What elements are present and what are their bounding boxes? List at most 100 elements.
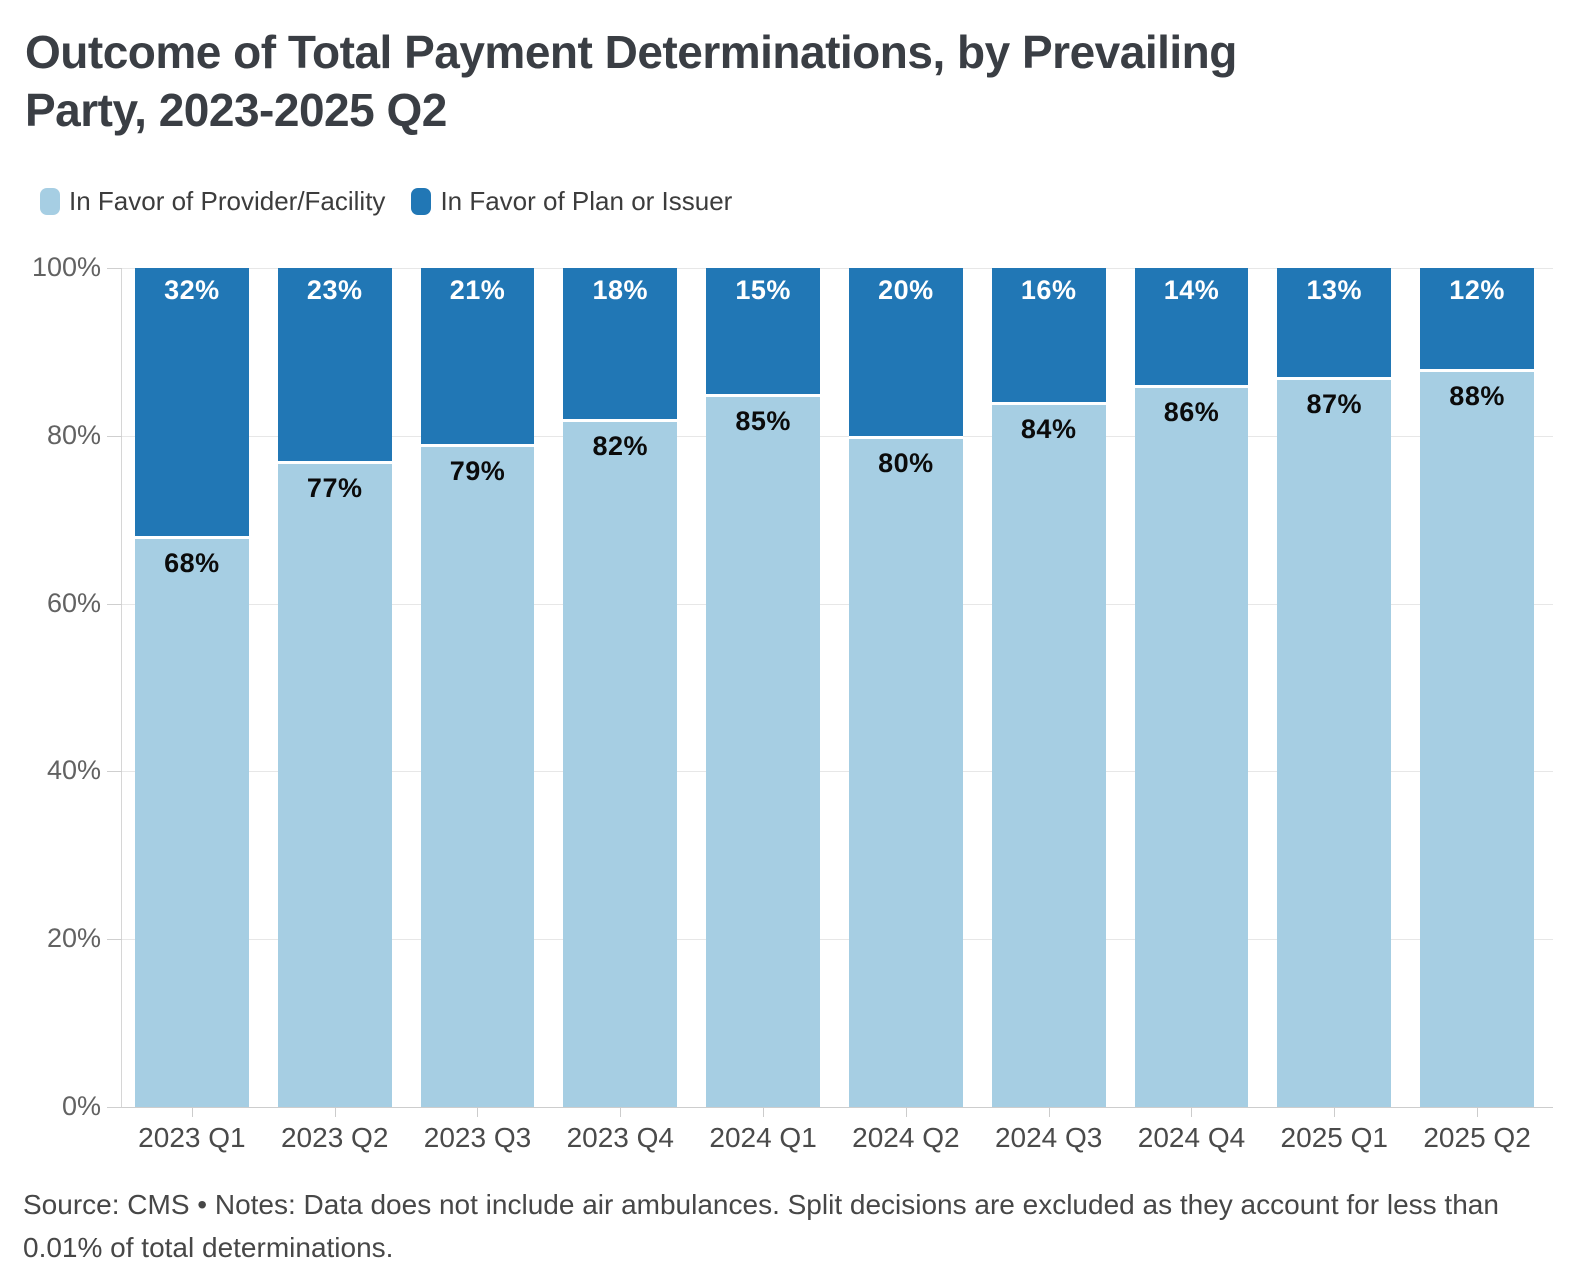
x-axis-label-2023-q3: 2023 Q3 [423,1122,532,1153]
x-axis-label-2023-q4: 2023 Q4 [566,1122,674,1153]
bar-2024-q4: 14% 86% 2024 Q4 [1134,268,1249,1153]
bar-value-label-plan: 32% [164,275,220,305]
bar-segment-plan: 20% [848,268,963,436]
x-axis-tick [477,1107,479,1117]
bar-value-label-provider: 87% [1306,389,1363,420]
bar-2025-q1: 13% 87% 2025 Q1 [1277,268,1392,1153]
bar-segment-plan: 13% [1277,268,1392,378]
x-axis-label-2025-q1: 2025 Q1 [1280,1122,1388,1153]
x-axis-label-2025-q2: 2025 Q2 [1423,1122,1531,1153]
bar-segment-provider: 84% [991,402,1106,1107]
bar-value-label-plan: 21% [449,275,506,305]
bar-2023-q4: 18% 82% 2023 Q4 [563,268,678,1153]
y-axis-tick [107,771,122,773]
bar-value-label-provider: 84% [1020,414,1077,445]
gridline-80 [122,435,1553,437]
legend-item-in-favor-of-plan-or-issuer: In Favor of Plan or Issuer [411,186,732,217]
legend-label: In Favor of Plan or Issuer [440,186,733,216]
x-axis-tick [1334,1107,1336,1117]
chart-title: Outcome of Total Payment Determinations,… [25,26,1237,136]
bar-2024-q3: 16% 84% 2024 Q3 [991,268,1106,1153]
bar-segment-plan: 21% [420,268,535,445]
bar-2025-q2: 12% 88% 2025 Q2 [1420,268,1534,1153]
bar-segment-plan: 32% [135,268,249,537]
y-axis-tick [107,435,122,437]
bar-value-label-plan: 12% [1449,275,1505,305]
legend-label: In Favor of Provider/Facility [69,186,386,216]
x-axis-tick [191,1107,193,1117]
x-axis-tick [763,1107,765,1117]
bar-segment-plan: 18% [563,268,678,420]
gridline-0 [122,1107,1553,1108]
x-axis-label-2024-q4: 2024 Q4 [1137,1122,1246,1153]
bar-value-label-provider: 80% [878,447,934,478]
y-axis-tick [107,268,122,269]
bar-segment-plan: 15% [706,268,820,394]
gridline-100 [122,268,1553,269]
bar-value-label-provider: 88% [1449,380,1505,411]
y-tick-label: 40% [46,755,101,786]
legend-swatch-in-favor-of-plan-or-issuer [411,188,432,215]
y-tick-label: 100% [31,251,101,282]
bar-segment-provider: 86% [1134,385,1249,1107]
bar-value-label-plan: 23% [306,275,363,305]
bar-value-label-provider: 85% [735,405,791,436]
bar-segment-provider: 79% [420,444,535,1107]
bar-segment-provider: 87% [1277,377,1392,1107]
bar-segment-plan: 12% [1420,268,1534,369]
x-axis-tick [905,1107,907,1117]
bar-segment-provider: 88% [1420,368,1534,1107]
source-note: Source: CMS • Notes: Data does not inclu… [23,1189,1499,1263]
bar-value-label-plan: 13% [1306,275,1363,305]
x-axis-label-2023-q2: 2023 Q2 [280,1122,389,1153]
bar-2023-q3: 21% 79% 2023 Q3 [420,268,535,1153]
legend-swatch-in-favor-of-provider-facility [40,188,60,215]
x-axis-tick [1048,1107,1050,1117]
bar-segment-plan: 14% [1134,268,1249,386]
x-axis-label-2024-q3: 2024 Q3 [994,1122,1103,1153]
y-axis-tick [107,1107,122,1108]
gridline-20 [122,939,1553,941]
bar-2023-q2: 23% 77% 2023 Q2 [277,268,392,1153]
x-axis-label-2023-q1: 2023 Q1 [138,1122,246,1153]
bar-segment-plan: 16% [991,268,1106,403]
bar-segment-provider: 77% [277,460,392,1107]
bar-value-label-plan: 16% [1020,275,1077,305]
x-axis-tick [334,1107,336,1117]
x-axis-tick [1191,1107,1193,1117]
y-tick-label: 60% [46,587,101,618]
bar-value-label-plan: 18% [592,275,649,305]
bar-2024-q2: 20% 80% 2024 Q2 [848,268,963,1153]
bar-value-label-plan: 20% [878,275,934,305]
bar-value-label-provider: 68% [164,548,220,579]
x-axis-tick [620,1107,622,1117]
legend: In Favor of Provider/Facility In Favor of… [40,186,732,217]
bar-value-label-plan: 14% [1163,275,1220,305]
y-tick-label: 20% [46,923,101,954]
bar-value-label-plan: 15% [735,275,791,305]
y-axis-tick [107,603,122,605]
x-axis-label-2024-q1: 2024 Q1 [709,1122,817,1153]
bar-segment-provider: 80% [848,435,963,1107]
x-axis-tick [1477,1107,1479,1117]
y-tick-label: 0% [61,1090,101,1121]
bar-segment-provider: 82% [563,419,678,1107]
bar-2023-q1: 32% 68% 2023 Q1 [135,268,249,1153]
bar-value-label-provider: 77% [306,472,363,503]
plot-area: 0% 20% 40% 60% 80% 100% 32% 68% 2023 Q1 23% 77% 202… [32,252,1553,1153]
bar-segment-provider: 68% [135,536,249,1107]
bar-2024-q1: 15% 85% 2024 Q1 [706,268,820,1153]
gridline-60 [122,603,1553,605]
legend-item-in-favor-of-provider-facility: In Favor of Provider/Facility [40,186,385,217]
bar-value-label-provider: 86% [1163,397,1220,428]
bars-group: 32% 68% 2023 Q1 23% 77% 2023 Q2 21% 79% 2023 Q3 1… [122,268,1553,1153]
y-axis-tick [107,939,122,941]
bar-value-label-provider: 82% [592,431,649,462]
bar-value-label-provider: 79% [449,456,506,487]
bar-segment-plan: 23% [277,268,392,461]
y-tick-label: 80% [46,419,101,450]
gridline-40 [122,771,1553,773]
bar-segment-provider: 85% [706,393,820,1107]
x-axis-label-2024-q2: 2024 Q2 [852,1122,960,1153]
